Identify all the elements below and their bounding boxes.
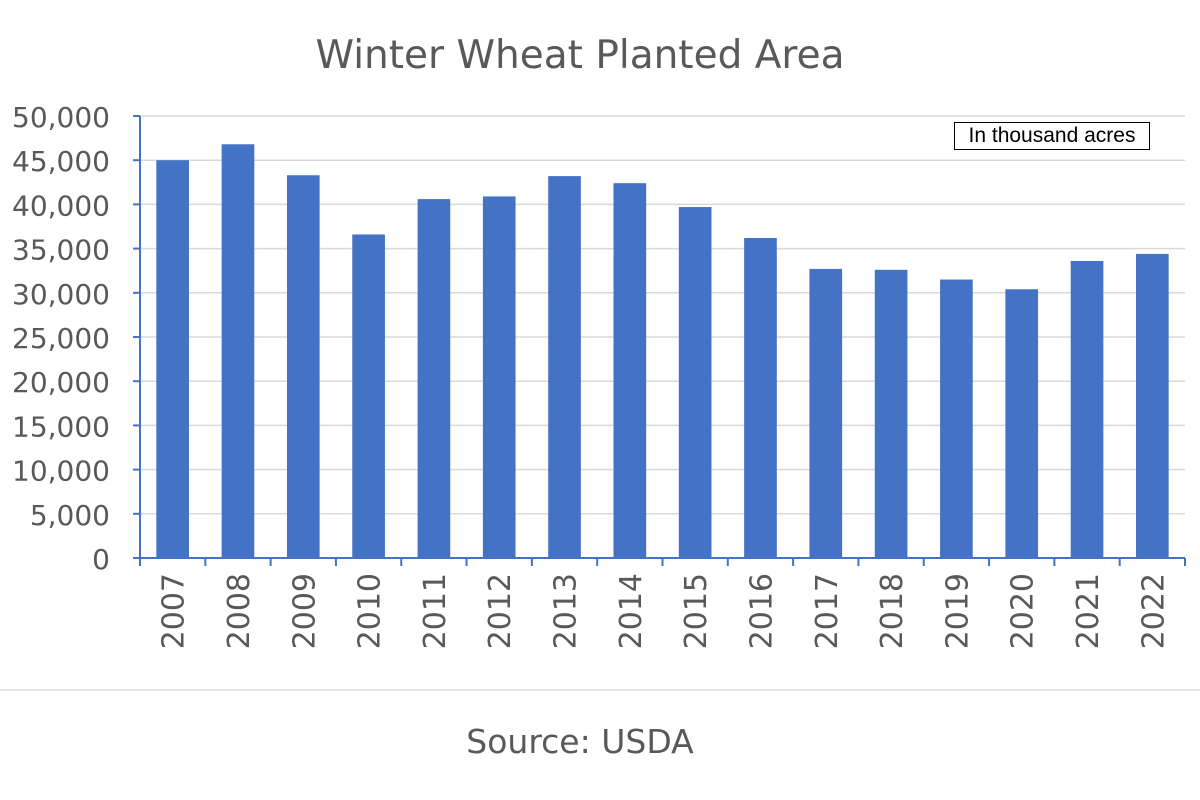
x-tick-label: 2012 [483, 573, 518, 649]
y-tick-label: 45,000 [12, 145, 110, 178]
bar [156, 160, 189, 558]
bar [1005, 289, 1039, 558]
x-tick-label: 2010 [353, 573, 388, 649]
x-tick-label: 2018 [875, 573, 910, 649]
y-tick-label: 10,000 [12, 455, 110, 488]
bar [613, 183, 647, 558]
bar [940, 279, 973, 558]
unit-note: In thousand acres [954, 122, 1150, 150]
x-tick-label: 2007 [157, 573, 192, 649]
y-tick-label: 15,000 [12, 410, 110, 443]
x-tick-label: 2015 [679, 573, 714, 649]
y-tick-label: 30,000 [12, 278, 110, 311]
bar [1136, 253, 1169, 559]
y-tick-label: 50,000 [12, 101, 110, 134]
bar-chart: 0 5,000 10,000 15,000 20,000 25,000 30,000 35,0… [12, 101, 1186, 649]
bar [352, 234, 385, 558]
y-tick-label: 35,000 [12, 234, 110, 267]
x-tick-label: 2011 [418, 573, 453, 649]
y-tick-label: 5,000 [30, 499, 110, 532]
y-tick-label: 40,000 [12, 189, 110, 222]
x-tick-label: 2009 [287, 573, 322, 649]
x-tick-label: 2022 [1136, 573, 1171, 649]
bar [1070, 260, 1104, 558]
x-tick-label: 2014 [614, 573, 649, 649]
bar [744, 237, 777, 558]
x-tick-label: 2008 [222, 573, 257, 649]
bar [809, 268, 843, 558]
y-tick-label: 25,000 [12, 322, 110, 355]
x-tick-label: 2020 [1006, 573, 1041, 649]
bar [286, 175, 320, 558]
chart-title: Winter Wheat Planted Area [315, 33, 845, 78]
x-tick-label: 2019 [940, 573, 975, 649]
bar [678, 207, 712, 558]
source-text: Source: USDA [466, 722, 694, 761]
separator-line [0, 689, 1200, 691]
bar [874, 269, 908, 558]
x-tick-label: 2017 [810, 573, 845, 649]
x-tick-label: 2016 [744, 573, 779, 649]
bar [548, 176, 581, 558]
bar [417, 199, 451, 558]
x-tick-label: 2013 [549, 573, 584, 649]
y-tick-label: 20,000 [12, 366, 110, 399]
bar [221, 144, 255, 558]
x-tick-label: 2021 [1071, 573, 1106, 649]
bar [482, 196, 516, 558]
y-tick-label: 0 [92, 543, 110, 576]
